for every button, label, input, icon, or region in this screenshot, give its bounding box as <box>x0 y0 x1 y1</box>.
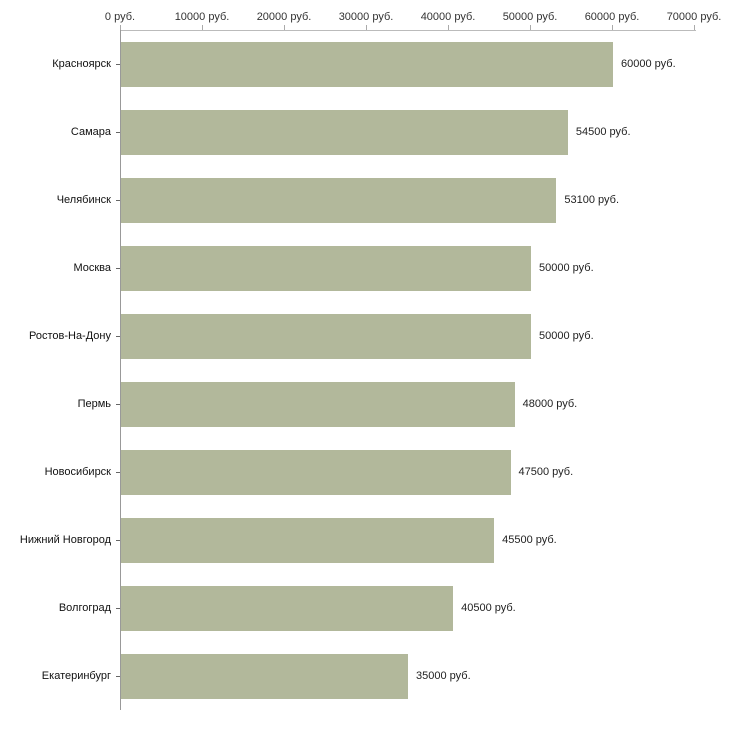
bar <box>121 177 557 223</box>
value-label: 48000 руб. <box>522 398 578 410</box>
bar <box>121 381 515 427</box>
chart-row: Самара 54500 руб. <box>0 98 730 166</box>
bar <box>121 653 408 699</box>
chart-row: Новосибирск 47500 руб. <box>0 438 730 506</box>
x-axis-tick-mark <box>612 25 613 30</box>
x-axis-tick-mark <box>284 25 285 30</box>
category-label: Ростов-На-Дону <box>28 330 111 342</box>
bar <box>121 245 531 291</box>
chart-row: Нижний Новгород 45500 руб. <box>0 506 730 574</box>
bar <box>121 449 511 495</box>
x-axis-tick-mark <box>202 25 203 30</box>
category-label: Москва <box>73 262 111 274</box>
x-axis-tick-label: 70000 руб. <box>666 11 722 23</box>
bar <box>121 313 531 359</box>
value-label: 53100 руб. <box>564 194 620 206</box>
value-label: 40500 руб. <box>461 602 516 614</box>
x-axis-tick-mark <box>366 25 367 30</box>
category-label: Екатеринбург <box>41 670 111 682</box>
x-axis-line <box>120 30 696 31</box>
x-axis-tick-label: 0 руб. <box>104 11 136 23</box>
chart-row: Волгоград 40500 руб. <box>0 574 730 642</box>
value-label: 54500 руб. <box>575 126 631 138</box>
chart-row: Челябинск 53100 руб. <box>0 166 730 234</box>
chart-row: Ростов-На-Дону 50000 руб. <box>0 302 730 370</box>
x-axis-tick-mark <box>530 25 531 30</box>
bar <box>121 109 568 155</box>
category-label: Волгоград <box>58 602 111 614</box>
bar <box>121 517 495 563</box>
value-label: 50000 руб. <box>539 330 594 342</box>
x-axis-tick-mark <box>694 25 695 30</box>
value-label: 60000 руб. <box>621 58 676 70</box>
x-axis-tick-label: 30000 руб. <box>338 11 394 23</box>
value-label: 45500 руб. <box>502 534 557 546</box>
value-label: 35000 руб. <box>416 670 471 682</box>
value-label: 47500 руб. <box>518 466 574 478</box>
category-label: Красноярск <box>52 58 111 70</box>
x-axis-tick-mark <box>120 25 121 30</box>
x-axis-tick-label: 40000 руб. <box>420 11 476 23</box>
bar <box>121 41 613 87</box>
value-label: 50000 руб. <box>539 262 594 274</box>
x-axis-tick-mark <box>448 25 449 30</box>
category-label: Новосибирск <box>44 466 111 478</box>
category-label: Челябинск <box>56 194 111 206</box>
chart-row: Москва 50000 руб. <box>0 234 730 302</box>
chart-row: Екатеринбург 35000 руб. <box>0 642 730 710</box>
plot-area: Красноярск 60000 руб. Самара 54500 руб. Челя… <box>0 30 730 710</box>
category-label: Пермь <box>77 398 111 410</box>
chart-row: Пермь 48000 руб. <box>0 370 730 438</box>
bar <box>121 585 454 631</box>
y-axis-line <box>120 30 121 710</box>
category-label: Самара <box>70 126 111 138</box>
x-axis-tick-label: 60000 руб. <box>584 11 640 23</box>
x-axis-tick-label: 20000 руб. <box>256 11 312 23</box>
x-axis-tick-label: 50000 руб. <box>502 11 558 23</box>
category-label: Нижний Новгород <box>19 534 111 546</box>
chart-row: Красноярск 60000 руб. <box>0 30 730 98</box>
x-axis-tick-label: 10000 руб. <box>174 11 230 23</box>
